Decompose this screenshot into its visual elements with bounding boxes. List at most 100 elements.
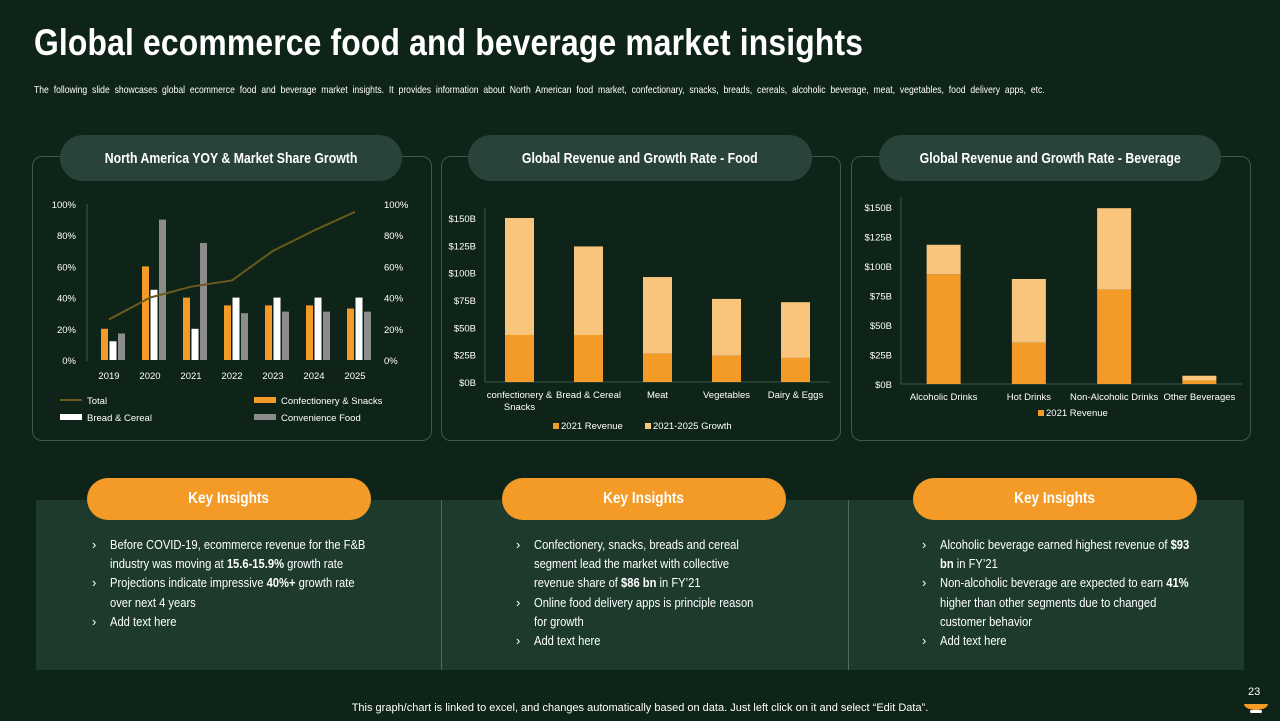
y-tick-label: $125B	[865, 233, 892, 244]
bar-2021-revenue	[712, 355, 741, 382]
x-tick-label: Hot Drinks	[1007, 392, 1052, 403]
y-tick-label: $25B	[454, 351, 476, 362]
y-tick-label: $50B	[870, 321, 892, 332]
insight-bullet: Confectionery, snacks, breads and cereal…	[514, 535, 768, 593]
bar-2021-revenue	[926, 274, 961, 384]
insight-bullet: Before COVID-19, ecommerce revenue for t…	[90, 535, 380, 573]
bar-2021-2025-growth	[505, 218, 534, 335]
y-tick-label: $150B	[449, 214, 476, 225]
bar-bread-cereal	[355, 297, 363, 360]
bar-growth	[926, 244, 961, 275]
bar-2021-revenue	[1097, 289, 1132, 384]
bar-2021-revenue	[781, 357, 810, 382]
chart-panel-1	[32, 156, 432, 441]
y-tick-label: $100B	[449, 269, 476, 280]
bar-confectionery-snacks	[347, 308, 354, 360]
bar-confectionery-snacks	[101, 328, 108, 360]
x-tick-label: Non-Alcoholic Drinks	[1070, 392, 1158, 403]
legend-swatch	[254, 414, 276, 420]
bar-2021-2025-growth	[643, 277, 672, 354]
x-tick-label: Alcoholic Drinks	[910, 392, 978, 403]
x-tick-label: 2021	[180, 371, 201, 382]
insight-bullet: Non-alcoholic beverage are expected to e…	[920, 573, 1192, 631]
y2-tick-label: 60%	[384, 262, 404, 273]
x-tick-label: Vegetables	[703, 390, 750, 401]
legend-swatch	[60, 414, 82, 420]
legend-label: Bread & Cereal	[87, 413, 152, 424]
x-tick-label: 2022	[221, 371, 242, 382]
insight-highlight: 15.6-15.9%	[226, 556, 285, 572]
chart-yoy-market-share[interactable]: 0% 20% 40% 60% 80% 100% 0% 20% 40% 60% 80% 100% 2019…	[32, 156, 430, 439]
bowl-icon	[1244, 698, 1268, 713]
y2-tick-label: 20%	[384, 325, 404, 336]
chart-beverage-revenue[interactable]: $0B $25B $50B $75B $100B $125B $150B Alcoholic …	[851, 156, 1249, 439]
bar-convenience-food	[282, 311, 289, 360]
y-tick-label: $100B	[865, 262, 892, 273]
y-tick-label: $0B	[459, 378, 476, 389]
bar-bread-cereal	[191, 328, 199, 360]
y-tick-label: 40%	[57, 294, 77, 305]
chart-2-title: Global Revenue and Growth Rate - Food	[468, 135, 812, 181]
insights-divider	[848, 500, 849, 670]
x-tick-label: Bread & Cereal	[556, 390, 621, 401]
legend-label: Total	[87, 396, 107, 407]
y2-tick-label: 100%	[384, 200, 409, 211]
bar-bread-cereal	[109, 341, 117, 360]
legend-label: 2021 Revenue	[1046, 408, 1108, 419]
insight-bullet: Add text here	[920, 631, 1192, 650]
insight-bullet: Add text here	[514, 631, 768, 650]
insight-highlight: $86 bn	[621, 575, 657, 591]
key-insights-label-2: Key Insights	[502, 478, 786, 520]
bar-convenience-food	[364, 311, 371, 360]
x-tick-label: Snacks	[504, 402, 535, 413]
x-tick-label: 2023	[262, 371, 283, 382]
bar-confectionery-snacks	[224, 305, 231, 360]
bar-2021-revenue	[643, 353, 672, 382]
y-tick-label: 0%	[62, 356, 76, 367]
insight-highlight: 40%+	[266, 575, 296, 591]
bar-confectionery-snacks	[306, 305, 313, 360]
bar-convenience-food	[200, 243, 207, 360]
insights-divider	[441, 500, 442, 670]
chart-panel-3	[851, 156, 1251, 441]
insight-highlight: $93 bn	[940, 537, 1190, 572]
y-tick-label: $0B	[875, 380, 892, 391]
insights-list-2: Confectionery, snacks, breads and cereal…	[514, 535, 768, 650]
y-tick-label: $125B	[449, 241, 476, 252]
bar-convenience-food	[323, 311, 330, 360]
bar-2021-2025-growth	[712, 298, 741, 356]
insight-bullet: Alcoholic beverage earned highest revenu…	[920, 535, 1192, 573]
y-tick-label: $25B	[870, 351, 892, 362]
bar-bread-cereal	[232, 297, 240, 360]
bar-2021-2025-growth	[574, 246, 603, 335]
y-tick-label: 20%	[57, 325, 77, 336]
bar-growth	[1097, 208, 1132, 290]
x-tick-label: 2019	[98, 371, 119, 382]
chart-3-title: Global Revenue and Growth Rate - Beverag…	[879, 135, 1221, 181]
key-insights-label-3: Key Insights	[913, 478, 1197, 520]
legend-label: 2021-2025 Growth	[653, 421, 732, 432]
bar-convenience-food	[159, 219, 166, 360]
bar-bread-cereal	[150, 289, 158, 360]
bar-confectionery-snacks	[265, 305, 272, 360]
x-tick-label: confectionery &	[487, 390, 553, 401]
y-tick-label: $150B	[865, 203, 892, 214]
x-tick-label: 2025	[344, 371, 365, 382]
insight-bullet: Projections indicate impressive 40%+ gro…	[90, 573, 380, 611]
insights-list-1: Before COVID-19, ecommerce revenue for t…	[90, 535, 380, 631]
bar-convenience-food	[241, 313, 248, 360]
bar-confectionery-snacks	[142, 266, 149, 360]
bar-growth	[1182, 375, 1217, 381]
bar-bread-cereal	[314, 297, 322, 360]
y-tick-label: 80%	[57, 231, 77, 242]
chart-food-revenue[interactable]: $0B $25B $50B $75B $100B $125B $150B confection…	[441, 156, 839, 439]
footer-note: This graph/chart is linked to excel, and…	[351, 702, 929, 714]
y-tick-label: $50B	[454, 323, 476, 334]
legend-swatch	[254, 397, 276, 403]
y-tick-label: 100%	[52, 200, 77, 211]
legend-swatch	[1038, 410, 1044, 416]
bar-bread-cereal	[273, 297, 281, 360]
bar-convenience-food	[118, 333, 125, 360]
y-tick-label: $75B	[454, 296, 476, 307]
bar-confectionery-snacks	[183, 297, 190, 360]
